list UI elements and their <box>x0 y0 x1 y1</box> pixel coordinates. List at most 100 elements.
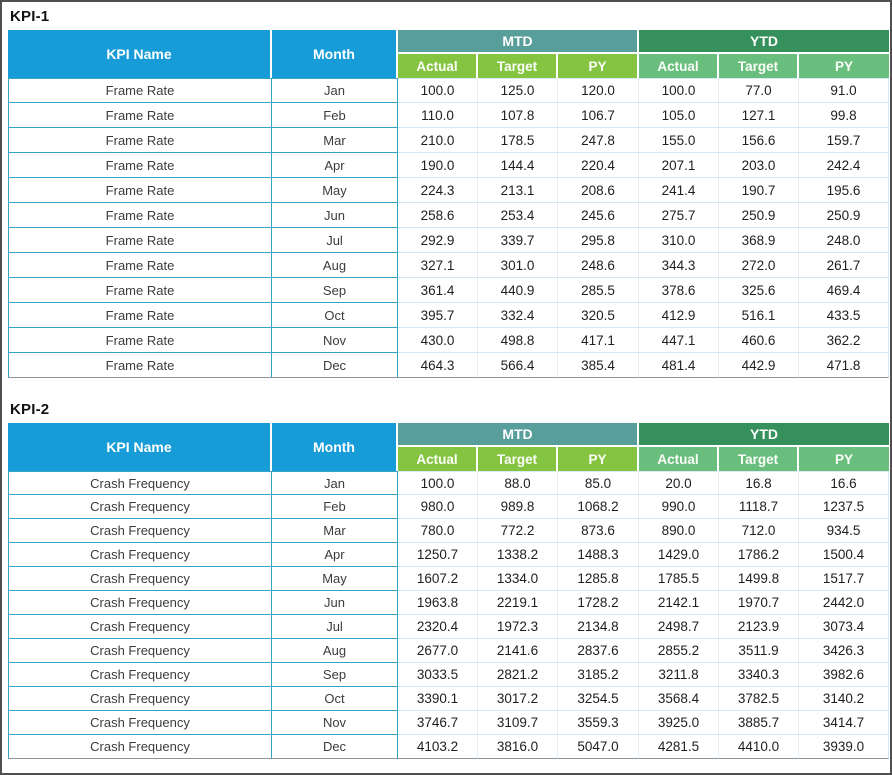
value-cell[interactable]: 1250.7 <box>398 543 478 567</box>
value-cell[interactable]: 2142.1 <box>639 591 720 615</box>
month-cell[interactable]: Jul <box>272 615 398 639</box>
kpi2-header-ytd-target[interactable]: Target <box>719 447 800 471</box>
kpi2-header-mtd-actual[interactable]: Actual <box>398 447 478 471</box>
value-cell[interactable]: 3568.4 <box>639 687 720 711</box>
value-cell[interactable]: 1785.5 <box>639 567 720 591</box>
value-cell[interactable]: 190.0 <box>398 153 478 178</box>
month-cell[interactable]: Aug <box>272 639 398 663</box>
value-cell[interactable]: 1607.2 <box>398 567 478 591</box>
value-cell[interactable]: 385.4 <box>558 353 640 378</box>
value-cell[interactable]: 1118.7 <box>719 495 800 519</box>
kpi1-header-group-mtd[interactable]: MTD <box>398 30 640 54</box>
value-cell[interactable]: 213.1 <box>478 178 558 203</box>
value-cell[interactable]: 100.0 <box>398 78 478 103</box>
value-cell[interactable]: 88.0 <box>478 471 558 495</box>
value-cell[interactable]: 156.6 <box>719 128 800 153</box>
month-cell[interactable]: Apr <box>272 153 398 178</box>
value-cell[interactable]: 442.9 <box>719 353 800 378</box>
kpi1-header-month[interactable]: Month <box>272 30 398 78</box>
kpi1-header-ytd-py[interactable]: PY <box>799 54 890 78</box>
kpi-name-cell[interactable]: Crash Frequency <box>8 471 272 495</box>
value-cell[interactable]: 3885.7 <box>719 711 800 735</box>
value-cell[interactable]: 980.0 <box>398 495 478 519</box>
value-cell[interactable]: 4103.2 <box>398 735 478 759</box>
value-cell[interactable]: 3340.3 <box>719 663 800 687</box>
value-cell[interactable]: 250.9 <box>719 203 800 228</box>
value-cell[interactable]: 1963.8 <box>398 591 478 615</box>
value-cell[interactable]: 3939.0 <box>799 735 890 759</box>
value-cell[interactable]: 1517.7 <box>799 567 890 591</box>
value-cell[interactable]: 780.0 <box>398 519 478 543</box>
kpi1-header-ytd-target[interactable]: Target <box>719 54 800 78</box>
value-cell[interactable]: 3426.3 <box>799 639 890 663</box>
value-cell[interactable]: 1068.2 <box>558 495 640 519</box>
value-cell[interactable]: 368.9 <box>719 228 800 253</box>
value-cell[interactable]: 272.0 <box>719 253 800 278</box>
value-cell[interactable]: 4281.5 <box>639 735 720 759</box>
value-cell[interactable]: 327.1 <box>398 253 478 278</box>
value-cell[interactable]: 412.9 <box>639 303 720 328</box>
value-cell[interactable]: 3511.9 <box>719 639 800 663</box>
value-cell[interactable]: 1728.2 <box>558 591 640 615</box>
value-cell[interactable]: 258.6 <box>398 203 478 228</box>
value-cell[interactable]: 248.6 <box>558 253 640 278</box>
month-cell[interactable]: Dec <box>272 353 398 378</box>
value-cell[interactable]: 3746.7 <box>398 711 478 735</box>
value-cell[interactable]: 2219.1 <box>478 591 558 615</box>
value-cell[interactable]: 178.5 <box>478 128 558 153</box>
value-cell[interactable]: 1429.0 <box>639 543 720 567</box>
value-cell[interactable]: 295.8 <box>558 228 640 253</box>
kpi-name-cell[interactable]: Crash Frequency <box>8 711 272 735</box>
value-cell[interactable]: 3982.6 <box>799 663 890 687</box>
value-cell[interactable]: 261.7 <box>799 253 890 278</box>
value-cell[interactable]: 125.0 <box>478 78 558 103</box>
value-cell[interactable]: 310.0 <box>639 228 720 253</box>
value-cell[interactable]: 873.6 <box>558 519 640 543</box>
kpi2-header-month[interactable]: Month <box>272 423 398 471</box>
value-cell[interactable]: 3254.5 <box>558 687 640 711</box>
value-cell[interactable]: 712.0 <box>719 519 800 543</box>
kpi2-header-ytd-py[interactable]: PY <box>799 447 890 471</box>
value-cell[interactable]: 1285.8 <box>558 567 640 591</box>
value-cell[interactable]: 362.2 <box>799 328 890 353</box>
kpi1-header-ytd-actual[interactable]: Actual <box>639 54 720 78</box>
kpi-name-cell[interactable]: Crash Frequency <box>8 519 272 543</box>
value-cell[interactable]: 1970.7 <box>719 591 800 615</box>
kpi-name-cell[interactable]: Frame Rate <box>8 203 272 228</box>
month-cell[interactable]: Mar <box>272 519 398 543</box>
value-cell[interactable]: 1499.8 <box>719 567 800 591</box>
value-cell[interactable]: 516.1 <box>719 303 800 328</box>
value-cell[interactable]: 1334.0 <box>478 567 558 591</box>
value-cell[interactable]: 195.6 <box>799 178 890 203</box>
month-cell[interactable]: May <box>272 567 398 591</box>
value-cell[interactable]: 245.6 <box>558 203 640 228</box>
month-cell[interactable]: Feb <box>272 103 398 128</box>
value-cell[interactable]: 20.0 <box>639 471 720 495</box>
month-cell[interactable]: Feb <box>272 495 398 519</box>
value-cell[interactable]: 190.7 <box>719 178 800 203</box>
value-cell[interactable]: 120.0 <box>558 78 640 103</box>
value-cell[interactable]: 471.8 <box>799 353 890 378</box>
kpi-name-cell[interactable]: Frame Rate <box>8 353 272 378</box>
value-cell[interactable]: 344.3 <box>639 253 720 278</box>
value-cell[interactable]: 3109.7 <box>478 711 558 735</box>
value-cell[interactable]: 3017.2 <box>478 687 558 711</box>
month-cell[interactable]: Nov <box>272 328 398 353</box>
value-cell[interactable]: 301.0 <box>478 253 558 278</box>
value-cell[interactable]: 100.0 <box>639 78 720 103</box>
month-cell[interactable]: Sep <box>272 663 398 687</box>
kpi1-header-kpi-name[interactable]: KPI Name <box>8 30 272 78</box>
value-cell[interactable]: 77.0 <box>719 78 800 103</box>
value-cell[interactable]: 2677.0 <box>398 639 478 663</box>
kpi1-header-group-ytd[interactable]: YTD <box>639 30 890 54</box>
value-cell[interactable]: 395.7 <box>398 303 478 328</box>
value-cell[interactable]: 989.8 <box>478 495 558 519</box>
value-cell[interactable]: 378.6 <box>639 278 720 303</box>
value-cell[interactable]: 460.6 <box>719 328 800 353</box>
value-cell[interactable]: 208.6 <box>558 178 640 203</box>
value-cell[interactable]: 253.4 <box>478 203 558 228</box>
kpi-name-cell[interactable]: Crash Frequency <box>8 615 272 639</box>
value-cell[interactable]: 990.0 <box>639 495 720 519</box>
kpi1-header-mtd-actual[interactable]: Actual <box>398 54 478 78</box>
value-cell[interactable]: 934.5 <box>799 519 890 543</box>
